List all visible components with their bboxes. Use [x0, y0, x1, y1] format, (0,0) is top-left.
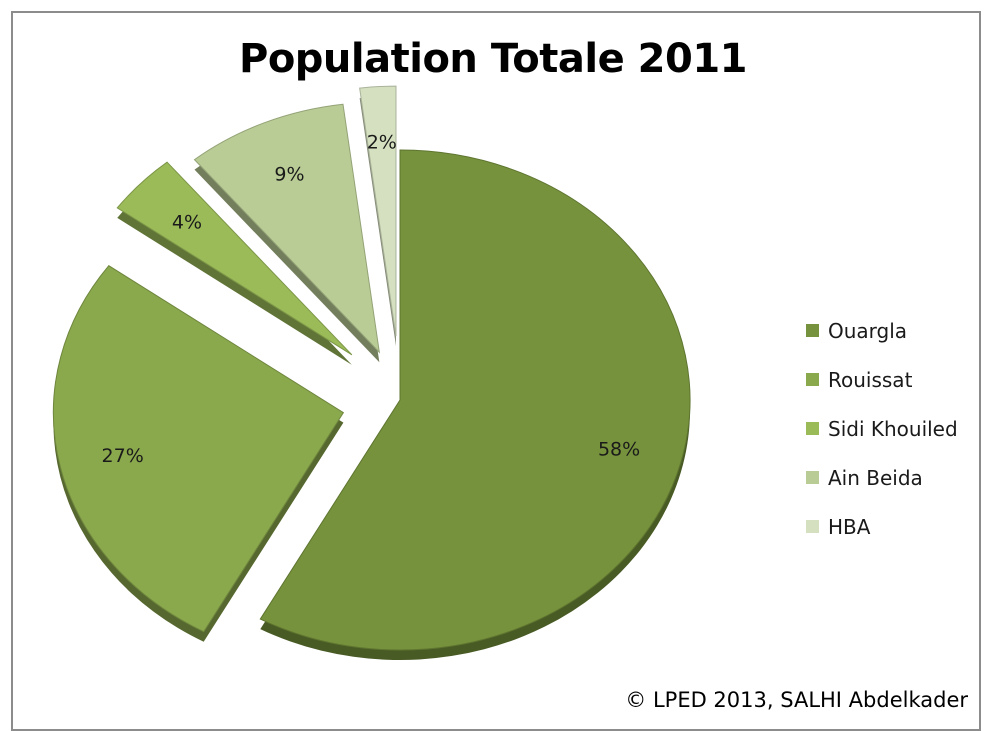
- legend-swatch: [806, 373, 819, 386]
- slice-ouargla: [259, 149, 691, 651]
- slice-hba: [359, 85, 397, 337]
- legend-swatch: [806, 324, 819, 337]
- legend-label: Ouargla: [828, 318, 908, 343]
- chart-title: Population Totale 2011: [239, 36, 747, 82]
- slice-rouissat: [52, 265, 345, 633]
- legend-swatch: [806, 422, 819, 435]
- legend: Ouargla Rouissat Sidi Khouiled Ain Beida…: [806, 306, 958, 551]
- slice-ain-beida: [193, 103, 381, 354]
- legend-label: Rouissat: [828, 367, 913, 392]
- legend-item-hba: HBA: [806, 502, 958, 551]
- legend-label: Sidi Khouiled: [828, 416, 958, 441]
- legend-label: Ain Beida: [828, 465, 923, 490]
- legend-item-ouargla: Ouargla: [806, 306, 958, 355]
- data-label-sidi-khouiled: 4%: [172, 211, 202, 233]
- copyright-text: © LPED 2013, SALHI Abdelkader: [625, 688, 968, 712]
- legend-label: HBA: [828, 514, 871, 539]
- data-label-hba: 2%: [367, 132, 397, 154]
- legend-swatch: [806, 520, 819, 533]
- data-label-ain-beida: 9%: [274, 163, 304, 185]
- legend-item-rouissat: Rouissat: [806, 355, 958, 404]
- data-label-ouargla: 58%: [598, 438, 640, 460]
- data-label-rouissat: 27%: [102, 445, 144, 467]
- legend-item-ain-beida: Ain Beida: [806, 453, 958, 502]
- legend-item-sidi-khouiled: Sidi Khouiled: [806, 404, 958, 453]
- slice-sidi-khouiled: [116, 161, 353, 356]
- legend-swatch: [806, 471, 819, 484]
